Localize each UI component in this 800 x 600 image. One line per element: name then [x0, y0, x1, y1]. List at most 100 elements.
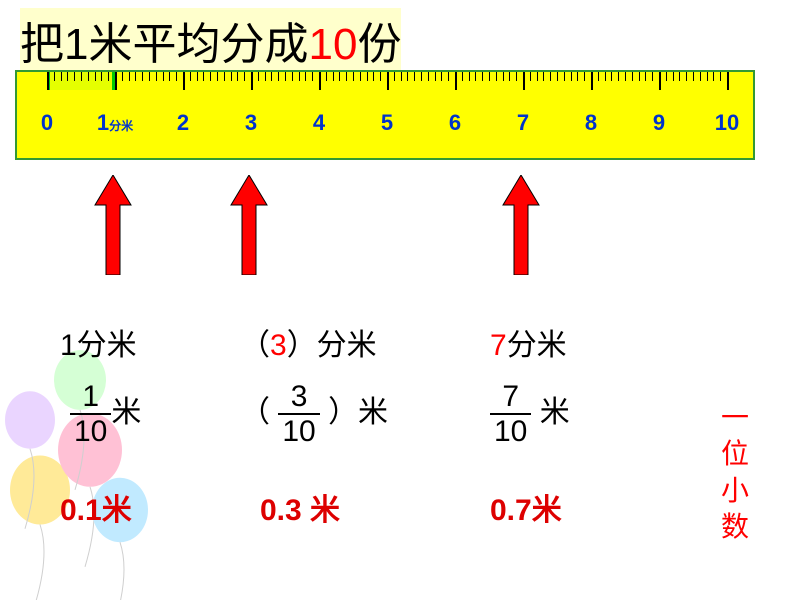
tick-minor	[367, 72, 368, 81]
tick-minor	[285, 72, 286, 81]
tick-minor	[237, 72, 238, 81]
tick-major	[251, 72, 253, 90]
frac3-num: 7	[490, 380, 531, 415]
tick-minor	[611, 72, 612, 81]
tick-minor	[224, 72, 225, 81]
frac1-num: 1	[70, 380, 111, 415]
tick-minor	[503, 72, 504, 81]
tick-minor	[645, 72, 646, 81]
tick-minor	[530, 72, 531, 81]
frac2-num: 3	[278, 380, 319, 415]
tick-major	[115, 72, 117, 90]
frac-c2-post: ）米	[328, 396, 388, 429]
ruler-scale: 01分米2345678910	[47, 72, 723, 158]
tick-minor	[441, 72, 442, 81]
tick-minor	[435, 72, 436, 81]
tick-minor	[584, 72, 585, 81]
tick-minor	[598, 72, 599, 81]
tick-minor	[394, 72, 395, 81]
tick-minor	[632, 72, 633, 81]
tick-minor	[305, 72, 306, 81]
frac3-suffix: 米	[531, 396, 569, 429]
ruler-label-1: 1分米	[97, 110, 133, 136]
tick-minor	[135, 72, 136, 81]
tick-minor	[210, 72, 211, 81]
tick-major	[591, 72, 593, 90]
tick-minor	[129, 72, 130, 81]
title-post: 份	[357, 20, 401, 69]
tick-minor	[122, 72, 123, 81]
tick-minor	[666, 72, 667, 81]
tick-minor	[462, 72, 463, 81]
tick-minor	[713, 72, 714, 81]
tick-major	[387, 72, 389, 90]
tick-minor	[360, 72, 361, 81]
tick-minor	[577, 72, 578, 81]
frac1: 1 10	[70, 380, 111, 448]
tick-minor	[244, 72, 245, 81]
frac2-den: 10	[278, 415, 319, 448]
tick-minor	[190, 72, 191, 81]
tick-minor	[333, 72, 334, 81]
frac1-den: 10	[70, 415, 111, 448]
tick-minor	[401, 72, 402, 81]
frac1-suffix: 米	[111, 396, 141, 429]
tick-minor	[88, 72, 89, 81]
tick-minor	[346, 72, 347, 81]
tick-minor	[67, 72, 68, 81]
tick-major	[455, 72, 457, 90]
dm-c2-val: 3	[270, 329, 287, 362]
tick-minor	[217, 72, 218, 81]
dm-col3: 7分米	[490, 320, 567, 364]
tick-minor	[475, 72, 476, 81]
tick-minor	[292, 72, 293, 81]
dm-col2: （3）分米	[240, 320, 377, 364]
tick-minor	[326, 72, 327, 81]
tick-minor	[509, 72, 510, 81]
tick-minor	[380, 72, 381, 81]
tick-minor	[197, 72, 198, 81]
ruler-unit: 分米	[109, 119, 133, 133]
tick-minor	[537, 72, 538, 81]
ruler-label-7: 7	[517, 110, 529, 136]
tick-minor	[163, 72, 164, 81]
tick-minor	[428, 72, 429, 81]
tick-minor	[693, 72, 694, 81]
balloon-string	[115, 542, 124, 600]
balloon-string	[35, 525, 44, 600]
tick-minor	[414, 72, 415, 81]
tick-minor	[156, 72, 157, 81]
dm-c3-num: 7	[490, 329, 507, 362]
tick-minor	[169, 72, 170, 81]
dec-col2: 0.3 米	[260, 485, 340, 529]
balloon-icon	[5, 391, 55, 449]
tick-minor	[618, 72, 619, 81]
tick-minor	[652, 72, 653, 81]
ruler-label-4: 4	[313, 110, 325, 136]
tick-minor	[299, 72, 300, 81]
dec-col1: 0.1米	[60, 485, 132, 529]
tick-minor	[95, 72, 96, 81]
tick-minor	[149, 72, 150, 81]
tick-minor	[258, 72, 259, 81]
frac2: 3 10	[278, 380, 319, 448]
title-pre: 把1米平均分成	[20, 20, 308, 69]
tick-minor	[550, 72, 551, 81]
ruler-label-9: 9	[653, 110, 665, 136]
frac3-den: 10	[490, 415, 531, 448]
frac3: 7 10	[490, 380, 531, 448]
page-title: 把1米平均分成10份	[20, 8, 401, 72]
tick-minor	[605, 72, 606, 81]
tick-major	[319, 72, 321, 90]
tick-minor	[353, 72, 354, 81]
tick-minor	[278, 72, 279, 81]
dm-c2-post: ）分米	[287, 329, 377, 362]
ruler-label-8: 8	[585, 110, 597, 136]
tick-minor	[564, 72, 565, 81]
tick-minor	[557, 72, 558, 81]
tick-minor	[489, 72, 490, 81]
tick-minor	[265, 72, 266, 81]
tick-major	[727, 72, 729, 90]
arrow-7	[501, 175, 541, 275]
dec-col3: 0.7米	[490, 485, 562, 529]
